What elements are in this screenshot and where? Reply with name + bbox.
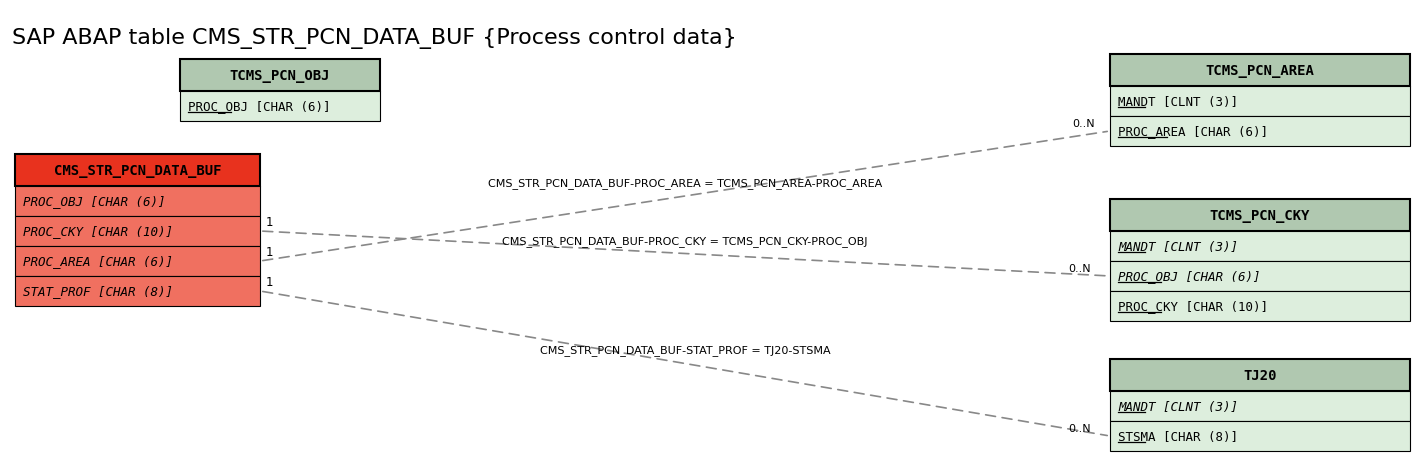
Text: STAT_PROF [CHAR (8)]: STAT_PROF [CHAR (8)] bbox=[23, 285, 174, 298]
Bar bbox=[16, 277, 260, 307]
Bar bbox=[16, 155, 260, 187]
Text: TCMS_PCN_CKY: TCMS_PCN_CKY bbox=[1210, 208, 1311, 223]
Text: PROC_OBJ [CHAR (6)]: PROC_OBJ [CHAR (6)] bbox=[23, 195, 165, 208]
Text: MANDT [CLNT (3)]: MANDT [CLNT (3)] bbox=[1118, 240, 1238, 253]
Text: TJ20: TJ20 bbox=[1244, 368, 1276, 382]
Text: 0..N: 0..N bbox=[1072, 119, 1094, 129]
Bar bbox=[1110, 261, 1410, 291]
Text: 1: 1 bbox=[266, 215, 273, 228]
Text: CMS_STR_PCN_DATA_BUF-PROC_CKY = TCMS_PCN_CKY-PROC_OBJ: CMS_STR_PCN_DATA_BUF-PROC_CKY = TCMS_PCN… bbox=[502, 235, 868, 246]
Bar bbox=[16, 187, 260, 217]
Text: PROC_CKY [CHAR (10)]: PROC_CKY [CHAR (10)] bbox=[1118, 300, 1268, 313]
Text: PROC_CKY [CHAR (10)]: PROC_CKY [CHAR (10)] bbox=[23, 225, 174, 238]
Text: PROC_OBJ [CHAR (6)]: PROC_OBJ [CHAR (6)] bbox=[1118, 270, 1261, 283]
Text: CMS_STR_PCN_DATA_BUF-STAT_PROF = TJ20-STSMA: CMS_STR_PCN_DATA_BUF-STAT_PROF = TJ20-ST… bbox=[539, 345, 830, 356]
Bar bbox=[1110, 199, 1410, 231]
Text: PROC_AREA [CHAR (6)]: PROC_AREA [CHAR (6)] bbox=[23, 255, 174, 268]
Bar bbox=[16, 217, 260, 247]
Bar bbox=[1110, 231, 1410, 261]
Text: TCMS_PCN_AREA: TCMS_PCN_AREA bbox=[1205, 64, 1315, 78]
Text: 1: 1 bbox=[266, 275, 273, 288]
Bar bbox=[1110, 291, 1410, 321]
Bar bbox=[1110, 87, 1410, 117]
Bar bbox=[1110, 421, 1410, 451]
Text: MANDT [CLNT (3)]: MANDT [CLNT (3)] bbox=[1118, 95, 1238, 108]
Bar bbox=[1110, 55, 1410, 87]
Text: MANDT [CLNT (3)]: MANDT [CLNT (3)] bbox=[1118, 400, 1238, 413]
Bar bbox=[1110, 359, 1410, 391]
Bar bbox=[1110, 117, 1410, 147]
Bar bbox=[179, 92, 380, 122]
Bar bbox=[1110, 391, 1410, 421]
Text: TCMS_PCN_OBJ: TCMS_PCN_OBJ bbox=[229, 69, 330, 83]
Text: CMS_STR_PCN_DATA_BUF-PROC_AREA = TCMS_PCN_AREA-PROC_AREA: CMS_STR_PCN_DATA_BUF-PROC_AREA = TCMS_PC… bbox=[488, 178, 882, 188]
Text: 0..N: 0..N bbox=[1069, 263, 1090, 273]
Text: PROC_OBJ [CHAR (6)]: PROC_OBJ [CHAR (6)] bbox=[188, 100, 330, 113]
Text: SAP ABAP table CMS_STR_PCN_DATA_BUF {Process control data}: SAP ABAP table CMS_STR_PCN_DATA_BUF {Pro… bbox=[11, 28, 737, 49]
Text: 1: 1 bbox=[266, 245, 273, 258]
Text: PROC_AREA [CHAR (6)]: PROC_AREA [CHAR (6)] bbox=[1118, 125, 1268, 138]
Text: 0..N: 0..N bbox=[1069, 423, 1090, 433]
Text: STSMA [CHAR (8)]: STSMA [CHAR (8)] bbox=[1118, 430, 1238, 443]
Bar bbox=[179, 60, 380, 92]
Text: CMS_STR_PCN_DATA_BUF: CMS_STR_PCN_DATA_BUF bbox=[54, 164, 221, 178]
Bar bbox=[16, 247, 260, 277]
